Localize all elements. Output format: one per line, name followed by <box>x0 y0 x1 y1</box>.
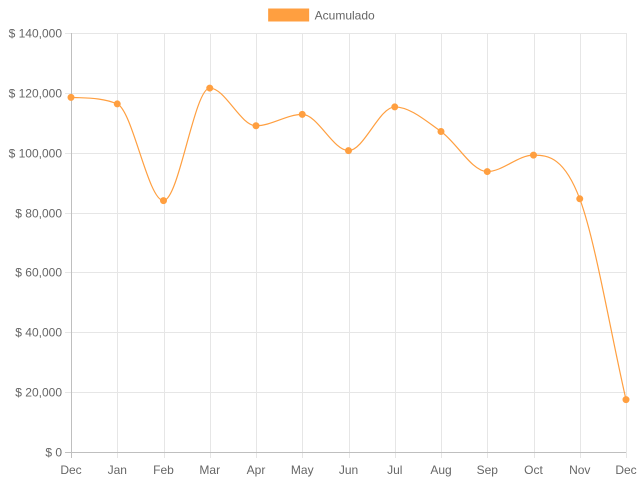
data-point[interactable] <box>437 127 445 135</box>
data-point[interactable] <box>67 93 75 101</box>
y-tick-label: $ 20,000 <box>15 386 62 400</box>
data-point[interactable] <box>483 168 491 176</box>
y-tick-label: $ 40,000 <box>15 326 62 340</box>
data-point[interactable] <box>530 151 537 159</box>
data-point[interactable] <box>298 110 306 118</box>
x-tick-label: May <box>291 463 314 477</box>
y-tick-label: $ 120,000 <box>9 87 63 101</box>
series-group <box>67 84 630 404</box>
y-gridlines <box>65 33 626 453</box>
x-tick-label: Aug <box>430 463 451 477</box>
data-point[interactable] <box>113 100 121 108</box>
legend[interactable]: Acumulado <box>268 8 375 23</box>
x-tick-label: Jun <box>339 463 358 477</box>
x-tick-label: Nov <box>569 463 590 477</box>
legend-label[interactable]: Acumulado <box>315 9 375 23</box>
data-point[interactable] <box>576 195 584 203</box>
x-axis-tick-labels: Dec Jan Feb Mar Apr May Jun Jul Aug Sep Oct Nov Dec <box>60 463 636 477</box>
x-tick-label: Feb <box>153 463 174 477</box>
x-tick-label: Mar <box>199 463 220 477</box>
y-tick-label: $ 100,000 <box>9 147 63 161</box>
x-tick-label: Dec <box>615 463 636 477</box>
data-point[interactable] <box>391 103 399 111</box>
data-point[interactable] <box>206 84 214 92</box>
legend-swatch[interactable] <box>268 8 310 22</box>
x-gridlines <box>71 33 627 458</box>
data-point[interactable] <box>252 122 260 130</box>
y-tick-label: $ 140,000 <box>9 27 63 41</box>
y-tick-label: $ 60,000 <box>15 266 62 280</box>
data-point[interactable] <box>622 396 630 404</box>
x-tick-label: Dec <box>60 463 81 477</box>
x-tick-label: Oct <box>524 463 543 477</box>
series-line <box>70 87 627 400</box>
data-point[interactable] <box>160 197 167 205</box>
x-tick-label: Jan <box>108 463 127 477</box>
y-tick-label: $ 80,000 <box>15 207 62 221</box>
y-tick-label: $ 0 <box>45 446 62 460</box>
axes <box>65 33 626 458</box>
x-tick-label: Jul <box>387 463 402 477</box>
x-tick-label: Sep <box>477 463 499 477</box>
data-point[interactable] <box>345 147 352 155</box>
y-axis-tick-labels: $ 0 $ 20,000 $ 40,000 $ 60,000 $ 80,000 $ 100… <box>9 27 63 460</box>
x-tick-label: Apr <box>247 463 266 477</box>
